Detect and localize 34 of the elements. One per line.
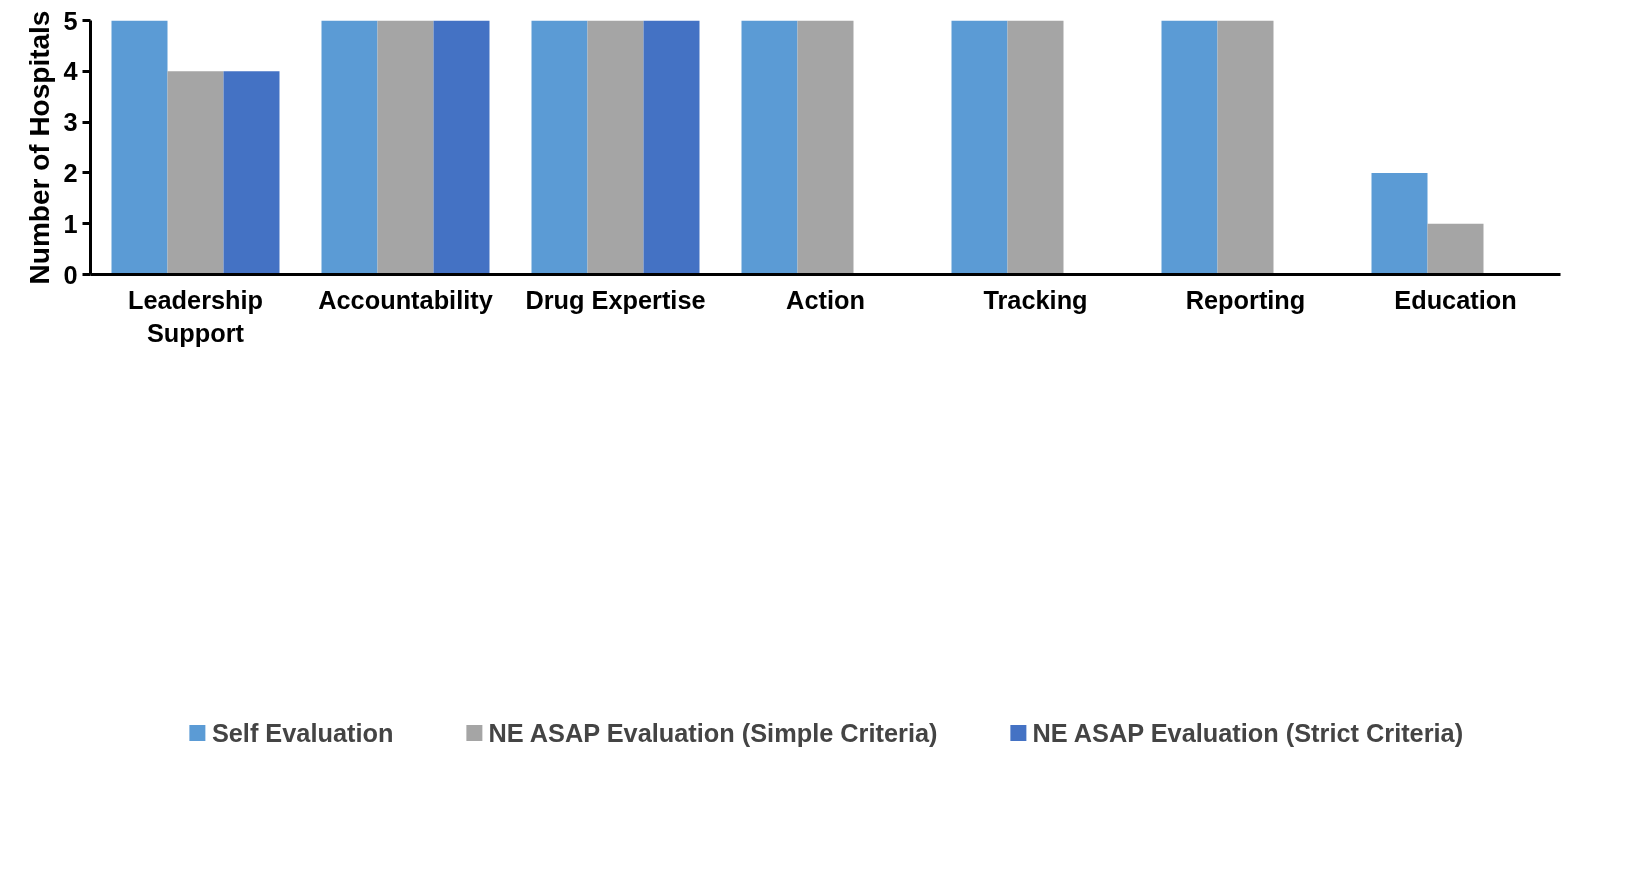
x-tick-label: Education — [1394, 285, 1517, 314]
legend-label: NE ASAP Evaluation (Strict Criteria) — [1032, 718, 1464, 748]
bar — [741, 20, 798, 275]
bar — [797, 20, 854, 275]
bar — [531, 20, 588, 275]
bar — [111, 20, 168, 275]
bar — [1007, 20, 1064, 275]
bar — [1427, 223, 1484, 275]
y-tick-label: 3 — [63, 108, 78, 137]
bar — [377, 20, 434, 275]
bar — [1161, 20, 1218, 275]
legend-label: Self Evaluation — [211, 718, 394, 748]
y-tick-label: 0 — [63, 260, 78, 289]
legend-label: NE ASAP Evaluation (Simple Criteria) — [488, 718, 938, 748]
y-tick-label: 2 — [63, 158, 78, 187]
x-tick-label: Leadership Support — [127, 285, 264, 348]
bar — [1217, 20, 1274, 275]
y-axis-title: Number of Hospitals — [24, 10, 56, 285]
bar — [167, 71, 224, 275]
x-tick-label: Tracking — [983, 285, 1088, 314]
y-tick-label: 5 — [63, 6, 78, 35]
bar — [643, 20, 700, 275]
bar — [433, 20, 490, 275]
bar — [321, 20, 378, 275]
y-tick-label: 4 — [63, 57, 78, 86]
bar — [587, 20, 644, 275]
bar — [951, 20, 1008, 275]
x-tick-label: Accountability — [318, 285, 493, 314]
x-tick-label: Drug Expertise — [525, 285, 706, 314]
x-tick-label: Reporting — [1185, 285, 1306, 314]
bar — [1371, 172, 1428, 275]
x-tick-label: Action — [786, 285, 865, 314]
y-tick-label: 1 — [63, 209, 78, 238]
bar — [223, 71, 280, 275]
